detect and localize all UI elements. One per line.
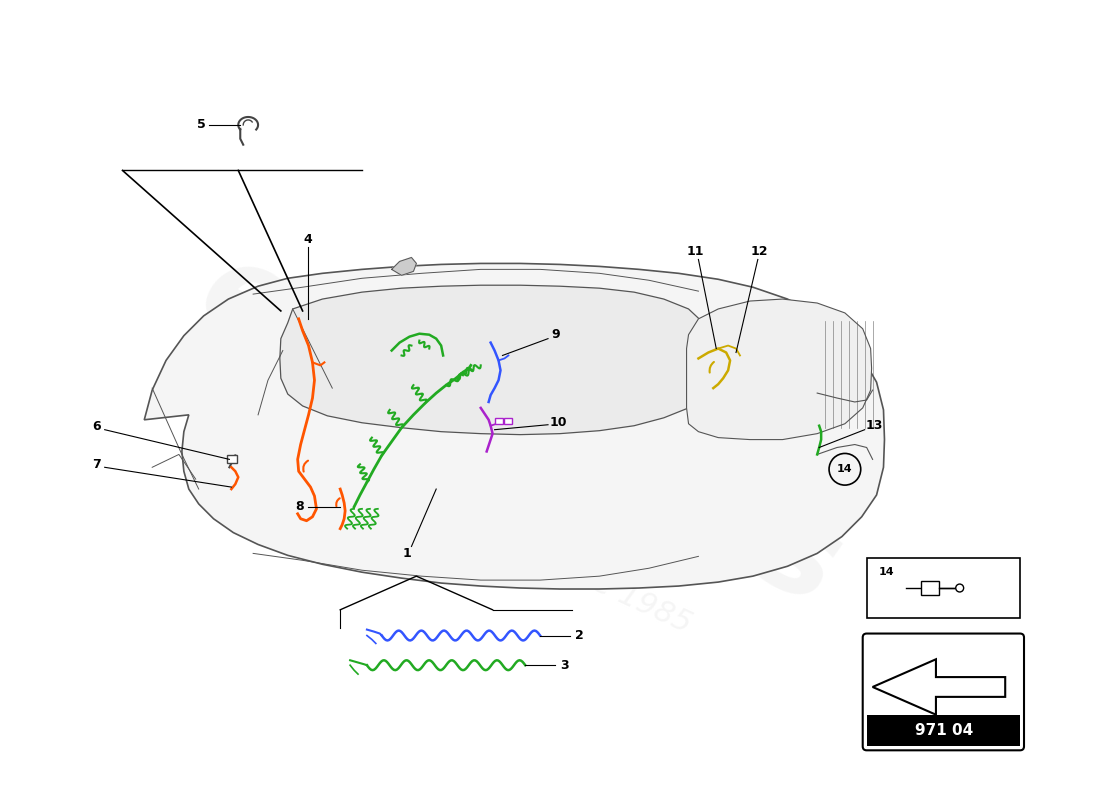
- Text: 3: 3: [561, 658, 569, 672]
- Bar: [505, 418, 513, 424]
- Bar: [228, 455, 238, 463]
- FancyBboxPatch shape: [862, 634, 1024, 750]
- Polygon shape: [144, 263, 884, 589]
- Text: 14: 14: [837, 464, 852, 474]
- Text: 10: 10: [549, 416, 566, 430]
- Text: 9: 9: [551, 328, 560, 341]
- Bar: [921, 581, 939, 595]
- Text: europarts: europarts: [182, 229, 859, 630]
- Text: 11: 11: [686, 245, 704, 258]
- Circle shape: [956, 584, 964, 592]
- Polygon shape: [872, 659, 1005, 714]
- Text: 4: 4: [304, 233, 312, 246]
- Text: 13: 13: [866, 419, 883, 432]
- Polygon shape: [686, 299, 871, 439]
- Text: a passion for parts since 1985: a passion for parts since 1985: [266, 418, 696, 639]
- Text: 971 04: 971 04: [915, 723, 974, 738]
- Text: 6: 6: [92, 420, 101, 434]
- Text: 12: 12: [751, 245, 769, 258]
- Bar: [495, 418, 503, 424]
- Text: 7: 7: [92, 458, 101, 471]
- Text: 2: 2: [575, 629, 584, 642]
- Polygon shape: [392, 258, 417, 275]
- Text: 14: 14: [879, 567, 894, 577]
- Text: 8: 8: [295, 500, 304, 514]
- FancyBboxPatch shape: [867, 558, 1020, 618]
- Bar: [867, 714, 1020, 746]
- Polygon shape: [279, 286, 712, 434]
- Text: 1: 1: [403, 547, 411, 560]
- Text: 5: 5: [197, 118, 206, 131]
